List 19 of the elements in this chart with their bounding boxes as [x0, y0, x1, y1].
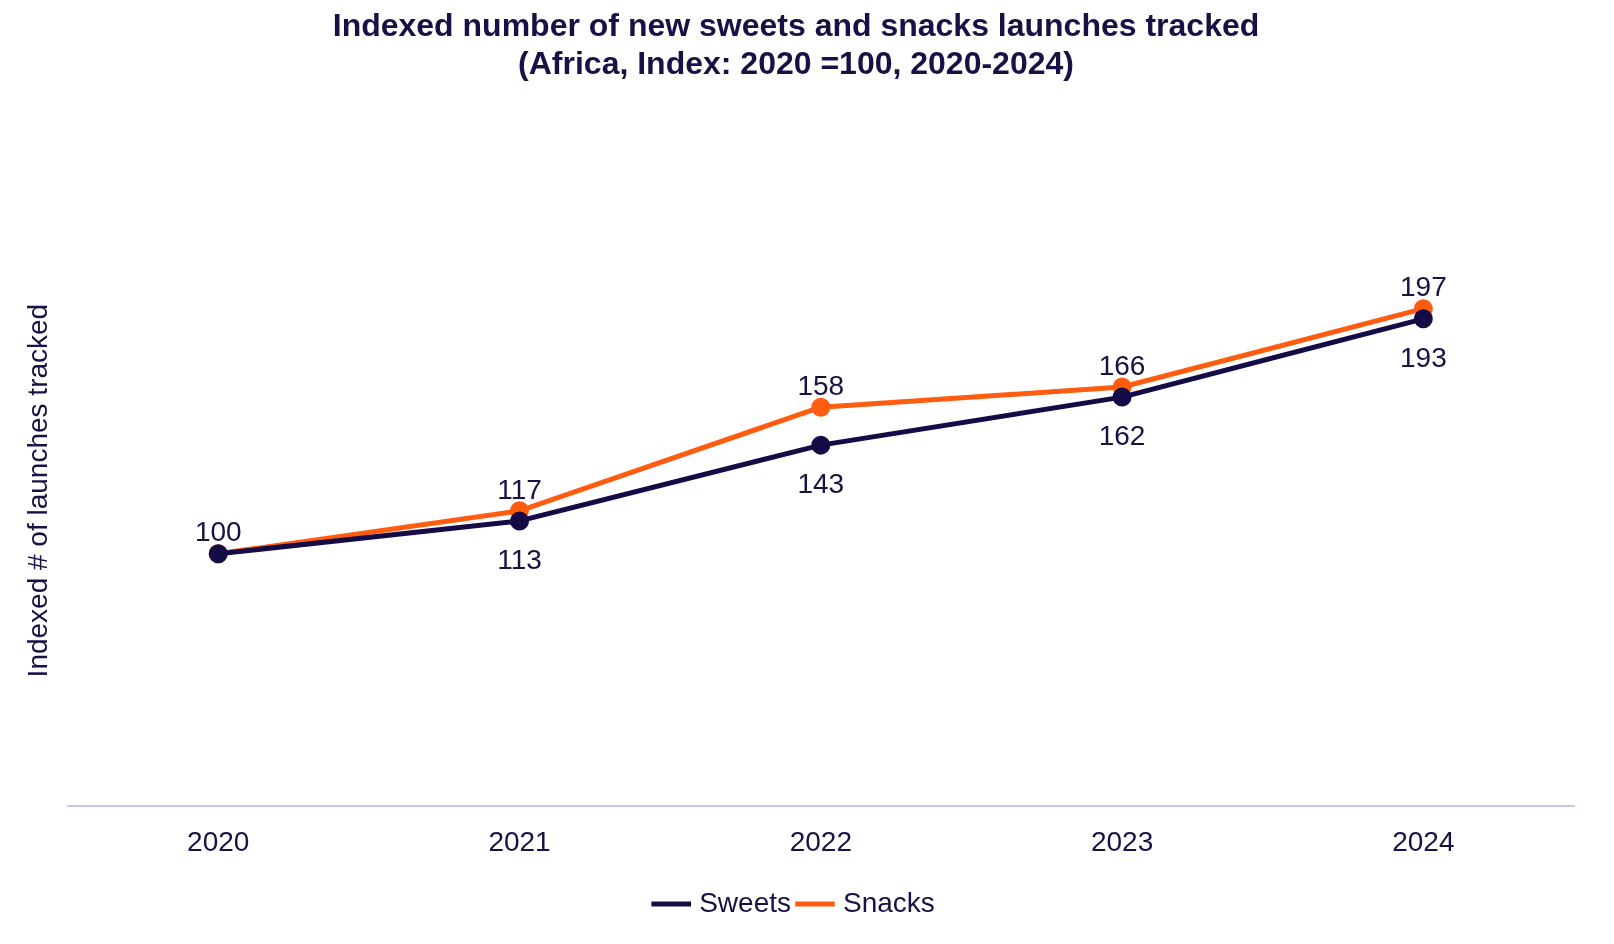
data-label: 162	[1098, 419, 1146, 451]
data-label: 197	[1400, 271, 1447, 303]
x-tick-label: 2021	[488, 825, 551, 857]
data-label: 166	[1098, 349, 1146, 381]
data-label: 193	[1400, 341, 1447, 373]
data-label: 143	[797, 467, 845, 499]
text: Indexed number of new sweets and snacks launches tracked	[332, 7, 1260, 44]
legend-label: Snacks	[843, 886, 935, 918]
x-tick-label: 2023	[1090, 825, 1154, 857]
x-tick-label: 2024	[1392, 825, 1455, 857]
text: (Africa, Index: 2020 =100, 2020-2024)	[518, 45, 1074, 82]
data-label: 117	[497, 473, 542, 505]
x-tick-label: 2020	[187, 825, 250, 857]
y-axis-title: Indexed # of launches tracked	[21, 303, 53, 678]
x-tick-label: 2022	[789, 825, 852, 857]
data-label: 113	[497, 543, 542, 575]
data-label: 100	[194, 516, 242, 548]
data-label: 158	[797, 369, 845, 401]
legend-label: Sweets	[699, 886, 792, 918]
